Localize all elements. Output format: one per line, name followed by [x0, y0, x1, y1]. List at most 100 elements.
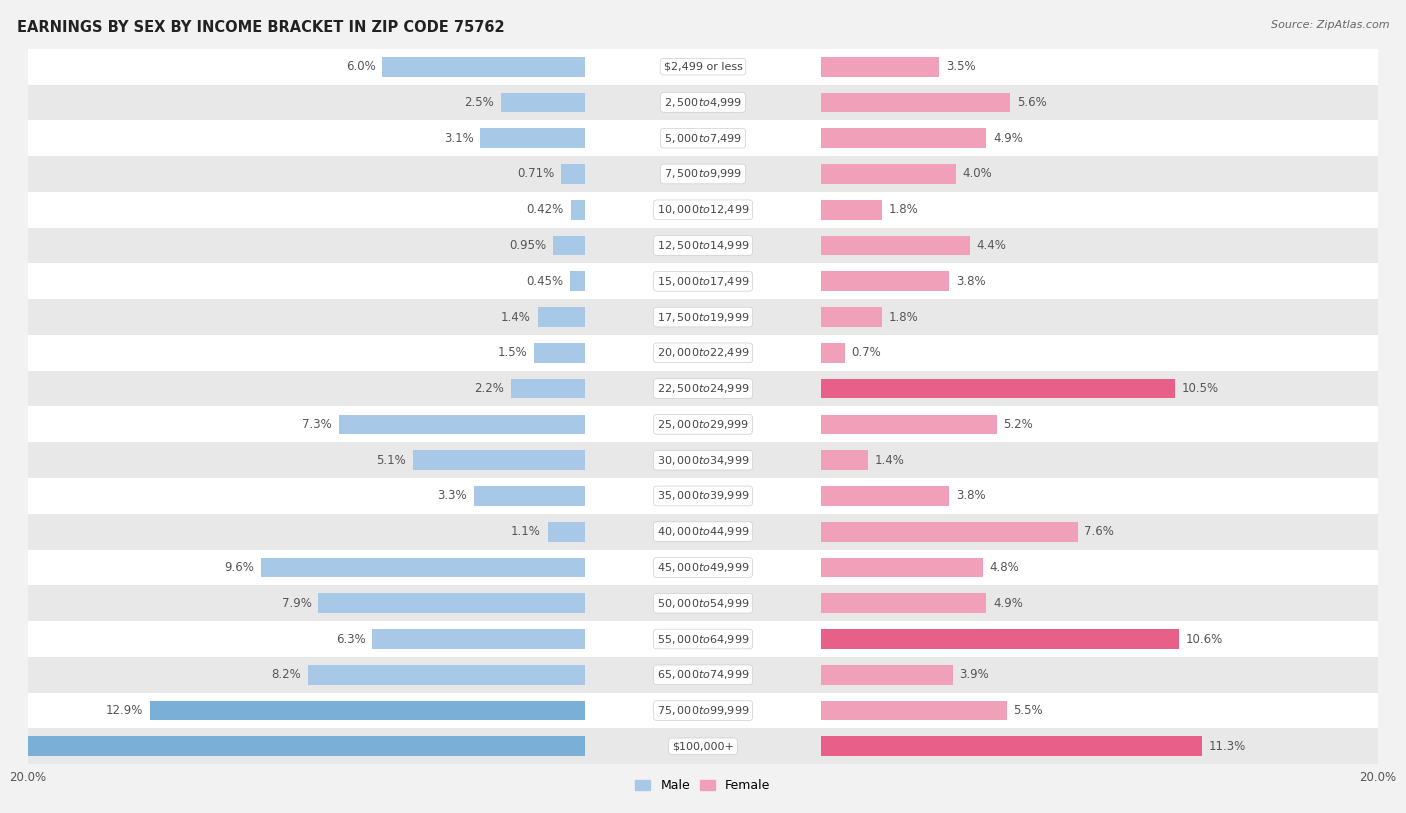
Bar — [553, 236, 585, 255]
Bar — [262, 558, 585, 577]
Bar — [413, 450, 585, 470]
Bar — [821, 307, 882, 327]
Bar — [571, 200, 585, 220]
Bar — [28, 371, 1378, 406]
Text: 4.0%: 4.0% — [963, 167, 993, 180]
Bar — [28, 85, 1378, 120]
Text: 0.71%: 0.71% — [517, 167, 554, 180]
Text: $12,500 to $14,999: $12,500 to $14,999 — [657, 239, 749, 252]
Bar — [28, 192, 1378, 228]
Bar — [821, 415, 997, 434]
Text: 7.3%: 7.3% — [302, 418, 332, 431]
Text: 12.9%: 12.9% — [105, 704, 143, 717]
Bar — [28, 120, 1378, 156]
Bar — [28, 550, 1378, 585]
Bar — [481, 128, 585, 148]
Text: 10.5%: 10.5% — [1182, 382, 1219, 395]
Bar — [28, 514, 1378, 550]
Bar — [28, 478, 1378, 514]
Text: $10,000 to $12,499: $10,000 to $12,499 — [657, 203, 749, 216]
Bar — [821, 200, 882, 220]
Text: $5,000 to $7,499: $5,000 to $7,499 — [664, 132, 742, 145]
Bar — [548, 522, 585, 541]
Bar — [28, 156, 1378, 192]
Text: 20.0%: 20.0% — [1360, 772, 1396, 785]
Bar — [821, 629, 1178, 649]
Text: 1.4%: 1.4% — [875, 454, 905, 467]
Bar — [821, 450, 869, 470]
Bar — [474, 486, 585, 506]
Text: 2.5%: 2.5% — [464, 96, 494, 109]
Bar — [28, 621, 1378, 657]
Bar — [534, 343, 585, 363]
Text: 3.8%: 3.8% — [956, 275, 986, 288]
Bar — [821, 236, 970, 255]
Bar — [373, 629, 585, 649]
Text: 7.6%: 7.6% — [1084, 525, 1114, 538]
Bar — [821, 379, 1175, 398]
Bar — [821, 57, 939, 76]
Bar — [0, 737, 585, 756]
Text: $17,500 to $19,999: $17,500 to $19,999 — [657, 311, 749, 324]
Bar — [821, 665, 953, 685]
Text: $35,000 to $39,999: $35,000 to $39,999 — [657, 489, 749, 502]
Bar — [28, 228, 1378, 263]
Text: $45,000 to $49,999: $45,000 to $49,999 — [657, 561, 749, 574]
Text: 5.2%: 5.2% — [1004, 418, 1033, 431]
Text: $2,500 to $4,999: $2,500 to $4,999 — [664, 96, 742, 109]
Bar — [821, 93, 1010, 112]
Text: 20.0%: 20.0% — [10, 772, 46, 785]
Text: $55,000 to $64,999: $55,000 to $64,999 — [657, 633, 749, 646]
Text: 2.2%: 2.2% — [474, 382, 503, 395]
Text: $50,000 to $54,999: $50,000 to $54,999 — [657, 597, 749, 610]
Text: 4.9%: 4.9% — [993, 132, 1024, 145]
Bar — [561, 164, 585, 184]
Text: 8.2%: 8.2% — [271, 668, 301, 681]
Legend: Male, Female: Male, Female — [630, 774, 776, 798]
Bar — [318, 593, 585, 613]
Bar — [28, 406, 1378, 442]
Bar — [28, 585, 1378, 621]
Text: $20,000 to $22,499: $20,000 to $22,499 — [657, 346, 749, 359]
Text: $15,000 to $17,499: $15,000 to $17,499 — [657, 275, 749, 288]
Text: 6.0%: 6.0% — [346, 60, 375, 73]
Text: $22,500 to $24,999: $22,500 to $24,999 — [657, 382, 749, 395]
Text: 0.7%: 0.7% — [852, 346, 882, 359]
Text: 1.8%: 1.8% — [889, 311, 918, 324]
Text: 0.42%: 0.42% — [527, 203, 564, 216]
Text: 3.3%: 3.3% — [437, 489, 467, 502]
Bar — [149, 701, 585, 720]
Text: 3.9%: 3.9% — [959, 668, 990, 681]
Text: $40,000 to $44,999: $40,000 to $44,999 — [657, 525, 749, 538]
Bar — [308, 665, 585, 685]
Text: 9.6%: 9.6% — [225, 561, 254, 574]
Text: 4.9%: 4.9% — [993, 597, 1024, 610]
Text: 1.1%: 1.1% — [512, 525, 541, 538]
Text: 0.95%: 0.95% — [509, 239, 546, 252]
Bar — [28, 49, 1378, 85]
Bar — [28, 657, 1378, 693]
Bar — [339, 415, 585, 434]
Text: $25,000 to $29,999: $25,000 to $29,999 — [657, 418, 749, 431]
Bar — [821, 128, 987, 148]
Text: 5.1%: 5.1% — [377, 454, 406, 467]
Text: Source: ZipAtlas.com: Source: ZipAtlas.com — [1271, 20, 1389, 30]
Text: 5.5%: 5.5% — [1014, 704, 1043, 717]
Bar — [569, 272, 585, 291]
Text: 1.5%: 1.5% — [498, 346, 527, 359]
Text: 0.45%: 0.45% — [526, 275, 562, 288]
Text: 7.9%: 7.9% — [281, 597, 312, 610]
Bar — [28, 299, 1378, 335]
Bar — [821, 737, 1202, 756]
Text: 3.1%: 3.1% — [444, 132, 474, 145]
Text: $100,000+: $100,000+ — [672, 741, 734, 751]
Text: $7,500 to $9,999: $7,500 to $9,999 — [664, 167, 742, 180]
Text: 1.4%: 1.4% — [501, 311, 531, 324]
Text: 1.8%: 1.8% — [889, 203, 918, 216]
Text: 5.6%: 5.6% — [1017, 96, 1046, 109]
Text: 3.5%: 3.5% — [946, 60, 976, 73]
Text: 3.8%: 3.8% — [956, 489, 986, 502]
Bar — [821, 701, 1007, 720]
Text: $30,000 to $34,999: $30,000 to $34,999 — [657, 454, 749, 467]
Text: 10.6%: 10.6% — [1185, 633, 1223, 646]
